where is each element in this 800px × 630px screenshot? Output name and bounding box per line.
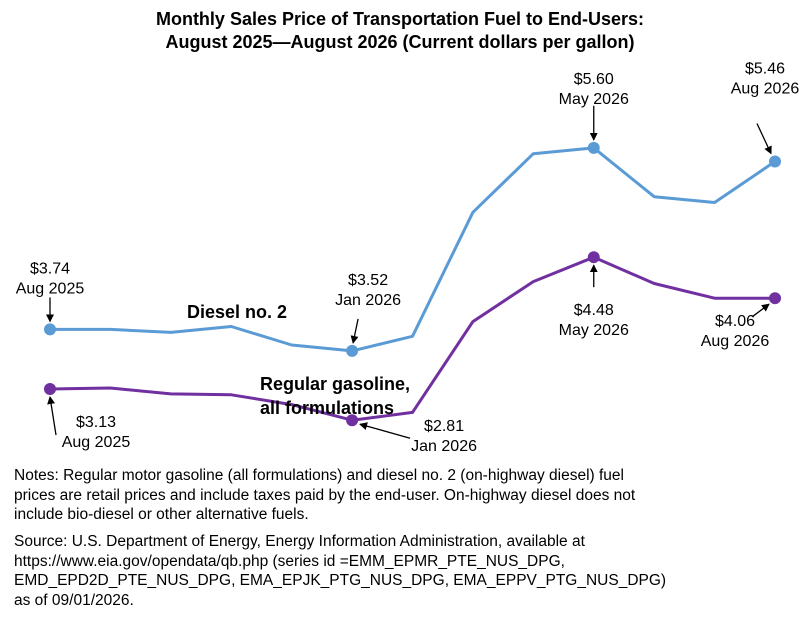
data-point-s1-0 xyxy=(44,382,56,395)
annotation-date-0: Aug 2025 xyxy=(16,280,85,297)
chart-title-line-1: Monthly Sales Price of Transportation Fu… xyxy=(155,9,645,29)
annotation-date-4: Aug 2025 xyxy=(62,434,131,451)
annotation-value-7: $4.06 xyxy=(715,313,755,330)
annotation-value-5: $2.81 xyxy=(424,418,464,435)
series-line-1 xyxy=(49,255,775,422)
annotation-value-4: $3.13 xyxy=(76,414,116,431)
annotation-arrow-5 xyxy=(359,422,411,439)
annotation-value-1: $3.52 xyxy=(348,272,388,289)
source-line-2: https://www.eia.gov/opendata/qb.php (ser… xyxy=(14,552,565,570)
annotation-date-7: Aug 2026 xyxy=(701,333,770,350)
annotation-date-3: Aug 2026 xyxy=(731,81,800,98)
annotation-arrow-4 xyxy=(47,395,57,436)
series-label-diesel: Diesel no. 2 xyxy=(187,302,287,322)
annotation-arrow-3 xyxy=(756,123,772,155)
series-label-gasoline-line-2: all formulations xyxy=(260,398,394,418)
notes-line-1: Notes: Regular motor gasoline (all formu… xyxy=(14,467,624,484)
chart-title: Monthly Sales Price of Transportation Fu… xyxy=(0,8,800,54)
source-line-1: Source: U.S. Department of Energy, Energ… xyxy=(14,533,585,550)
annotation-value-3: $5.46 xyxy=(745,61,785,78)
source-line-3: EMD_EPD2D_PTE_NUS_DPG, EMA_EPJK_PTG_NUS_… xyxy=(14,572,667,589)
notes-line-3: include bio-diesel or other alternative … xyxy=(14,506,309,523)
source-line-4: as of 09/01/2026. xyxy=(14,591,134,609)
annotation-date-5: Jan 2026 xyxy=(411,438,477,455)
annotation-value-2: $5.60 xyxy=(574,71,614,88)
chart-source: Source: U.S. Department of Energy, Energ… xyxy=(14,532,794,610)
data-point-s1-5 xyxy=(346,414,359,427)
data-point-s0-5 xyxy=(346,344,359,357)
line-chart: $3.74 Aug 2025 $3.52 Jan 2026 $5.60 May 2026 $… xyxy=(16,61,800,456)
data-point-s1-12 xyxy=(769,292,781,305)
annotation-arrow-7 xyxy=(752,303,770,317)
annotation-arrow-1 xyxy=(350,318,359,344)
notes-line-2: prices are retail prices and include tax… xyxy=(14,486,636,504)
data-point-s0-0 xyxy=(44,323,56,336)
series-label-gasoline-line-1: Regular gasoline, xyxy=(260,374,410,394)
chart-notes: Notes: Regular motor gasoline (all formu… xyxy=(14,466,794,525)
annotation-value-6: $4.48 xyxy=(574,302,614,319)
annotation-value-0: $3.74 xyxy=(30,260,70,277)
annotation-date-6: May 2026 xyxy=(559,322,629,339)
chart-title-line-2: August 2025—August 2026 (Current dollars… xyxy=(165,32,635,52)
series-line-0 xyxy=(50,146,776,353)
annotation-date-1: Jan 2026 xyxy=(335,292,401,309)
data-point-s0-12 xyxy=(769,155,781,168)
data-point-s1-9 xyxy=(587,251,600,264)
annotation-date-2: May 2026 xyxy=(559,91,629,108)
data-point-s0-9 xyxy=(587,141,600,154)
